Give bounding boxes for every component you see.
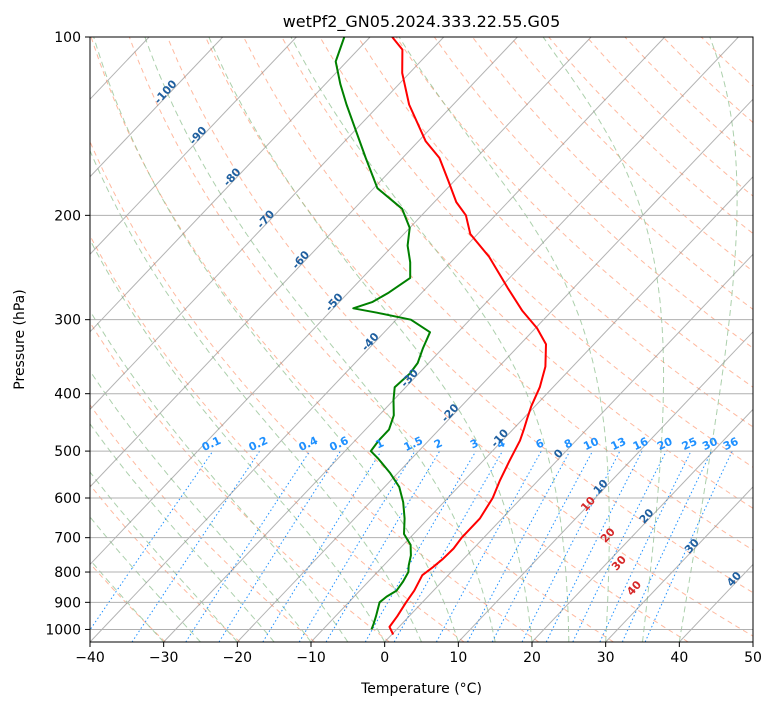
y-tick-label: 600 [54, 491, 81, 507]
mixing-ratio-line [545, 450, 643, 642]
dry-adiabat [243, 37, 753, 551]
dry-adiabat [90, 321, 390, 642]
isotherm [310, 176, 753, 642]
dry-adiabat [166, 37, 753, 637]
mixing-ratio-label: 20 [655, 435, 675, 453]
pressure-gridlines [0, 37, 753, 642]
isotherm [531, 408, 753, 642]
dry-adiabat [128, 37, 689, 642]
mixing-ratio-label: 16 [631, 435, 651, 453]
dry-adiabat [90, 404, 316, 642]
moist-adiabat [290, 37, 570, 642]
moist-adiabat [90, 516, 201, 642]
mixing-ratio-line [90, 450, 214, 631]
x-tick-label: −20 [223, 650, 253, 666]
moist-adiabat [90, 149, 422, 642]
y-tick-label: 700 [54, 531, 81, 547]
dry-adiabat [90, 234, 465, 642]
plot-frame [89, 36, 754, 643]
moist-adiabat [90, 471, 238, 642]
moist-adiabat [144, 37, 496, 642]
mixing-ratio-label: 10 [581, 435, 601, 453]
isotherm [90, 37, 371, 333]
dry-adiabat [90, 37, 614, 642]
temperature-line [388, 37, 547, 635]
isotherm [90, 37, 224, 178]
dry-adiabat [205, 37, 753, 594]
background-lines [90, 37, 753, 642]
y-tick-label: 100 [54, 30, 81, 46]
isotherm [752, 641, 753, 642]
mixing-ratio-label: 36 [721, 435, 741, 453]
moist-adiabat [678, 37, 738, 642]
x-tick-label: 20 [523, 650, 541, 666]
moist-adiabat [90, 558, 165, 642]
isotherm [384, 253, 753, 642]
y-axis-label: Pressure (hPa) [12, 289, 28, 389]
moist-adiabat [542, 37, 665, 642]
isotherm [90, 37, 445, 411]
x-tick-label: 0 [380, 650, 389, 666]
isotherm [236, 98, 753, 642]
dewpoint-line [334, 37, 431, 630]
mixing-ratio-line [185, 450, 311, 642]
x-tick-label: 50 [744, 650, 762, 666]
y-tick-label: 900 [54, 595, 81, 611]
dry-adiabat [281, 37, 753, 509]
y-tick-label: 200 [54, 208, 81, 224]
isotherm [163, 37, 739, 642]
dry-adiabat [357, 37, 753, 428]
isotherm [90, 37, 518, 488]
isotherm [90, 37, 666, 642]
moist-adiabat [90, 423, 275, 642]
isotherm [0, 37, 2, 642]
x-tick-label: −40 [75, 650, 105, 666]
y-tick-label: 400 [54, 387, 81, 403]
moist-adiabat [398, 37, 610, 642]
isotherm [90, 37, 592, 566]
mixing-ratio-line [298, 450, 416, 642]
mixing-ratio-label: 30 [700, 435, 720, 453]
x-tick-label: −10 [296, 650, 326, 666]
x-tick-label: 30 [597, 650, 615, 666]
x-tick-label: −30 [149, 650, 179, 666]
y-tick-label: 800 [54, 565, 81, 581]
isotherm [605, 486, 753, 642]
chart-title: wetPf2_GN05.2024.333.22.55.G05 [283, 12, 561, 32]
isotherm [457, 331, 753, 642]
mixing-ratio-line [572, 450, 667, 642]
dry-adiabat [472, 37, 753, 310]
x-tick-label: 10 [449, 650, 467, 666]
x-tick-label: 40 [670, 650, 688, 666]
moist-adiabat [208, 37, 533, 642]
moist-adiabat [93, 37, 459, 642]
y-tick-label: 500 [54, 444, 81, 460]
mixing-ratio-line [467, 450, 571, 642]
mixing-ratio-line [262, 450, 382, 642]
axis-ticks: −40 −30 −20 −10 0 10 20 30 40 50 1000 900 800 700 600 5… [45, 30, 762, 666]
mixing-ratio-line [218, 450, 341, 642]
dry-adiabat [90, 140, 540, 642]
y-tick-label: 1000 [45, 622, 81, 638]
isotherm [90, 37, 297, 256]
y-tick-label: 300 [54, 313, 81, 329]
mixing-ratio-label: 13 [609, 435, 628, 453]
profile-series [334, 37, 547, 635]
mixing-ratio-label: 25 [680, 435, 699, 453]
mixing-ratio-line [435, 450, 542, 642]
x-axis-label: Temperature (°C) [360, 681, 482, 697]
